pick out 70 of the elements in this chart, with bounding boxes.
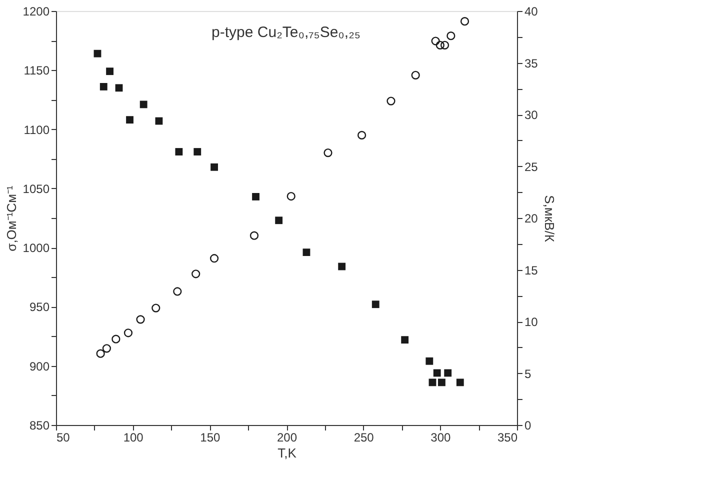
- point: [112, 334, 120, 344]
- y2-tick-label: 25: [524, 160, 538, 174]
- y-axis-title: σ,Ом⁻¹См⁻¹: [4, 184, 19, 252]
- point: [324, 148, 332, 158]
- point: [275, 216, 283, 224]
- y2-tick-label: 30: [524, 108, 538, 122]
- y2-tick-label: 15: [524, 263, 538, 278]
- point: [286, 192, 296, 201]
- point: [460, 17, 470, 26]
- point: [124, 328, 133, 338]
- y2-tick-label: 10: [524, 315, 538, 329]
- point: [173, 287, 182, 296]
- y2-tick-label: 5: [524, 366, 532, 381]
- y2-tick-label: 0: [524, 418, 532, 432]
- point: [431, 36, 440, 46]
- y-tick-label: 1050: [22, 182, 50, 196]
- point: [428, 378, 436, 386]
- point: [372, 300, 380, 308]
- point: [440, 40, 450, 50]
- x-axis-title: T,K: [278, 446, 297, 460]
- x-tick-label: 250: [354, 430, 374, 444]
- y2-tick-label: 40: [524, 4, 538, 18]
- point: [210, 163, 218, 171]
- point: [155, 117, 163, 125]
- point: [302, 248, 310, 256]
- y-tick-label: 850: [29, 418, 50, 432]
- point: [444, 369, 452, 377]
- point: [100, 82, 108, 90]
- x-tick-label: 50: [56, 430, 70, 444]
- point: [96, 349, 105, 358]
- y-tick-label: 1200: [22, 4, 50, 18]
- x-tick-label: 350: [497, 430, 518, 444]
- point: [438, 378, 446, 386]
- point: [102, 344, 112, 353]
- x-tick-label: 300: [430, 430, 451, 444]
- y-tick-label: 1150: [24, 64, 50, 78]
- y2-tick-label: 20: [524, 212, 538, 226]
- point: [446, 32, 456, 40]
- point: [106, 68, 114, 76]
- point: [433, 369, 441, 377]
- point: [411, 70, 420, 80]
- point: [401, 336, 409, 344]
- point: [210, 254, 219, 263]
- y-tick-label: 900: [29, 359, 50, 374]
- point: [115, 84, 123, 92]
- y2-tick-label: 35: [524, 56, 538, 70]
- point: [192, 270, 200, 278]
- point: [250, 231, 259, 240]
- y-tick-label: 1100: [24, 122, 50, 137]
- point: [94, 50, 102, 58]
- point: [194, 148, 202, 156]
- point: [140, 100, 148, 108]
- point: [136, 315, 145, 324]
- point: [426, 357, 434, 365]
- annotation: p-type Cu₂Te₀,₇₅Se₀,₂₅: [212, 24, 360, 41]
- point: [386, 96, 396, 106]
- point: [456, 378, 464, 386]
- y2-axis-title: S,мкВ/К: [542, 195, 557, 242]
- x-tick-label: 150: [200, 430, 220, 444]
- x-tick-label: 100: [123, 430, 144, 444]
- point: [175, 148, 183, 156]
- point: [357, 130, 366, 140]
- point: [252, 193, 260, 200]
- point: [152, 304, 160, 312]
- x-tick-label: 200: [276, 430, 298, 444]
- y-tick-label: 950: [29, 300, 50, 314]
- point: [126, 116, 134, 124]
- point: [338, 262, 346, 270]
- point: [436, 40, 444, 50]
- y-tick-label: 1000: [22, 241, 50, 256]
